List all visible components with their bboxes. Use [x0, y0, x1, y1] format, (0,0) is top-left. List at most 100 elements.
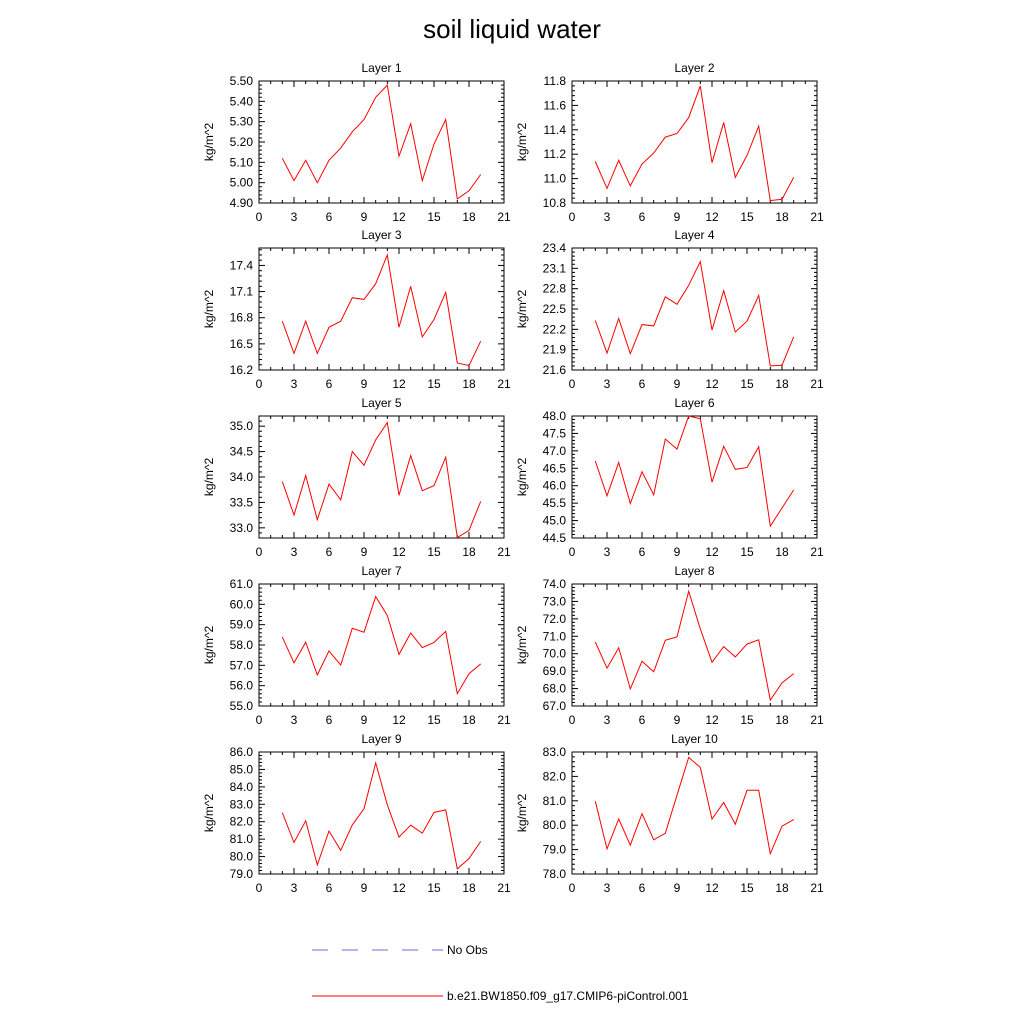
plot-frame [258, 415, 505, 539]
y-tick-label: 56.0 [230, 679, 254, 693]
y-tick-label: 83.0 [543, 745, 567, 759]
panel-title: Layer 4 [674, 228, 714, 242]
x-tick-label: 12 [392, 713, 406, 727]
panel-title: Layer 2 [674, 61, 714, 75]
x-tick-label: 15 [427, 377, 441, 391]
panel-layer-2: Layer 2 0 3 6 9 12 15 18 21 10.8 11.0 11.2 11.4 11.6 1… [515, 61, 824, 224]
y-tick-label: 11.0 [544, 172, 567, 186]
x-tick-label: 0 [569, 377, 576, 391]
y-tick-label: 79.0 [543, 843, 567, 857]
x-tick-label: 0 [569, 881, 576, 895]
panel-layer-8: Layer 8 0 3 6 9 12 15 18 21 67.0 68.0 69.0 70.0 71.0 7… [515, 564, 824, 727]
x-tick-label: 21 [497, 377, 511, 391]
y-tick-label: 21.6 [543, 363, 567, 377]
panel-layer-4: Layer 4 0 3 6 9 12 15 18 21 21.6 21.9 22.2 22.5 22.8 2… [515, 228, 824, 391]
x-tick-label: 12 [392, 545, 406, 559]
y-axis-label: kg/m^2 [202, 794, 216, 833]
panel-title: Layer 9 [361, 732, 401, 746]
y-tick-label: 34.0 [230, 470, 254, 484]
y-tick-label: 23.1 [543, 261, 567, 275]
x-tick-label: 9 [361, 545, 368, 559]
y-tick-label: 22.2 [543, 322, 567, 336]
x-tick-label: 21 [810, 377, 824, 391]
x-tick-label: 15 [740, 377, 754, 391]
y-tick-label: 47.0 [543, 444, 567, 458]
y-tick-label: 67.0 [543, 699, 567, 713]
legend-label: No Obs [447, 943, 488, 957]
plot-frame [258, 247, 505, 371]
x-tick-label: 15 [427, 713, 441, 727]
x-tick-label: 3 [604, 377, 611, 391]
x-tick-label: 6 [639, 545, 646, 559]
x-tick-label: 6 [326, 210, 333, 224]
x-tick-label: 18 [775, 545, 789, 559]
x-tick-label: 21 [810, 545, 824, 559]
series-line [594, 589, 795, 702]
x-tick-label: 21 [497, 545, 511, 559]
panel-layer-3: Layer 3 0 3 6 9 12 15 18 21 16.2 16.5 16.8 17.1 17.4 k… [202, 228, 511, 391]
x-tick-label: 18 [462, 713, 476, 727]
y-tick-label: 45.0 [543, 514, 567, 528]
panel-layer-10: Layer 10 0 3 6 9 12 15 18 21 78.0 79.0 80.0 81.0 82.0… [515, 732, 824, 895]
x-tick-label: 3 [604, 210, 611, 224]
x-tick-label: 9 [674, 713, 681, 727]
y-axis-label: kg/m^2 [202, 123, 216, 162]
x-tick-label: 3 [604, 545, 611, 559]
plot-frame [571, 80, 818, 204]
x-tick-label: 9 [674, 545, 681, 559]
x-tick-label: 3 [604, 881, 611, 895]
y-tick-label: 5.20 [230, 135, 254, 149]
y-tick-label: 80.0 [543, 818, 567, 832]
y-axis-label: kg/m^2 [515, 290, 529, 329]
legend: No Obs b.e21.BW1850.f09_g17.CMIP6-piContr… [312, 943, 689, 1003]
y-tick-label: 86.0 [230, 745, 254, 759]
panel-title: Layer 8 [674, 564, 714, 578]
x-tick-label: 12 [392, 377, 406, 391]
y-tick-label: 46.5 [543, 461, 567, 475]
y-tick-label: 69.0 [543, 664, 567, 678]
x-tick-label: 3 [604, 713, 611, 727]
y-tick-label: 11.2 [544, 147, 567, 161]
y-tick-label: 33.5 [230, 495, 254, 509]
y-tick-label: 5.40 [230, 94, 254, 108]
panel-title: Layer 10 [671, 732, 718, 746]
panel-title: Layer 1 [361, 61, 401, 75]
x-tick-label: 0 [569, 713, 576, 727]
x-tick-label: 9 [674, 881, 681, 895]
y-tick-label: 44.5 [543, 531, 567, 545]
y-tick-label: 5.00 [230, 176, 254, 190]
panel-layer-1: Layer 1 0 3 6 9 12 15 18 21 4.90 5.00 5.10 5.20 5.30 5… [202, 61, 511, 224]
y-tick-label: 82.0 [230, 815, 254, 829]
figure-title: soil liquid water [423, 14, 601, 44]
y-tick-label: 68.0 [543, 682, 567, 696]
series-line [281, 84, 482, 200]
y-tick-label: 11.6 [544, 98, 567, 112]
panel-title: Layer 3 [361, 228, 401, 242]
plot-frame [258, 80, 505, 204]
x-tick-label: 9 [361, 881, 368, 895]
x-tick-label: 12 [392, 210, 406, 224]
y-tick-label: 10.8 [543, 196, 567, 210]
y-axis-label: kg/m^2 [202, 290, 216, 329]
y-tick-label: 60.0 [230, 597, 254, 611]
x-tick-label: 6 [326, 545, 333, 559]
x-tick-label: 18 [462, 377, 476, 391]
y-tick-label: 80.0 [230, 850, 254, 864]
series-line [594, 85, 795, 202]
x-tick-label: 0 [569, 210, 576, 224]
y-axis-label: kg/m^2 [202, 458, 216, 497]
x-tick-label: 12 [705, 545, 719, 559]
x-tick-label: 21 [810, 210, 824, 224]
x-tick-label: 6 [326, 377, 333, 391]
x-tick-label: 18 [462, 881, 476, 895]
y-tick-label: 78.0 [543, 867, 567, 881]
plot-frame [571, 751, 818, 875]
series-line [281, 595, 482, 696]
y-tick-label: 57.0 [230, 658, 254, 672]
y-tick-label: 59.0 [230, 618, 254, 632]
y-tick-label: 58.0 [230, 638, 254, 652]
x-tick-label: 0 [256, 713, 263, 727]
y-tick-label: 5.50 [230, 74, 254, 88]
x-tick-label: 6 [326, 713, 333, 727]
